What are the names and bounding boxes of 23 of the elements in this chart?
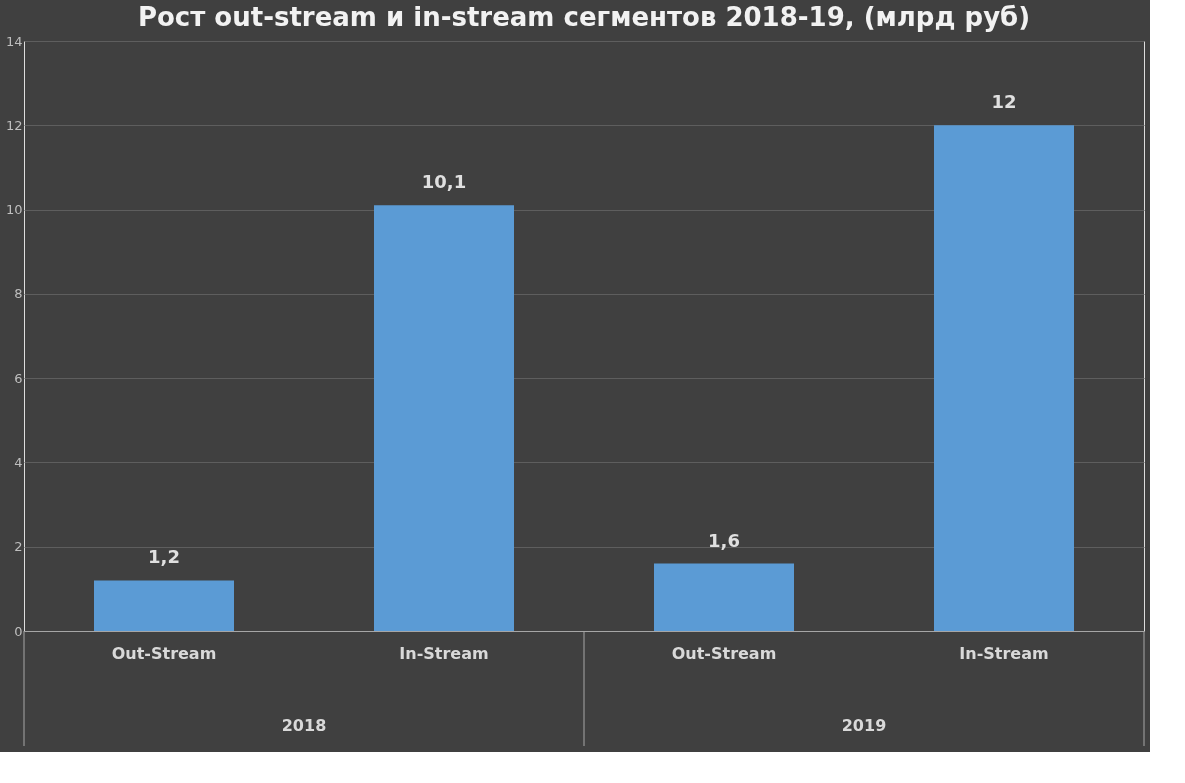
y-tick-label: 10 [5,202,23,218]
bar [94,580,234,631]
y-tick-label: 2 [14,539,23,555]
x-tick-label: In-Stream [959,643,1049,663]
chart-title: Рост out-stream и in-stream сегментов 2018-19, (млрд руб) [137,2,1031,32]
text: 2019 [841,716,887,735]
x-tick-label: In-Stream [399,643,489,663]
x-tick-label: Out-Stream [671,643,777,663]
data-label: 1,2 [148,546,180,568]
text: 2018 [281,716,327,735]
y-tick-label: 4 [14,454,23,470]
x-tick-label: Out-Stream [111,643,217,663]
data-label: 10,1 [421,171,467,193]
y-tick-label: 14 [5,33,23,49]
y-tick-label: 12 [5,117,23,133]
y-tick-label: 6 [14,370,23,386]
data-label: 1,6 [708,529,740,551]
y-tick-label: 8 [14,286,23,302]
bar [934,125,1074,631]
bar [374,205,514,631]
data-label: 12 [991,91,1017,113]
bar [654,563,794,631]
y-tick-label: 0 [14,623,23,639]
